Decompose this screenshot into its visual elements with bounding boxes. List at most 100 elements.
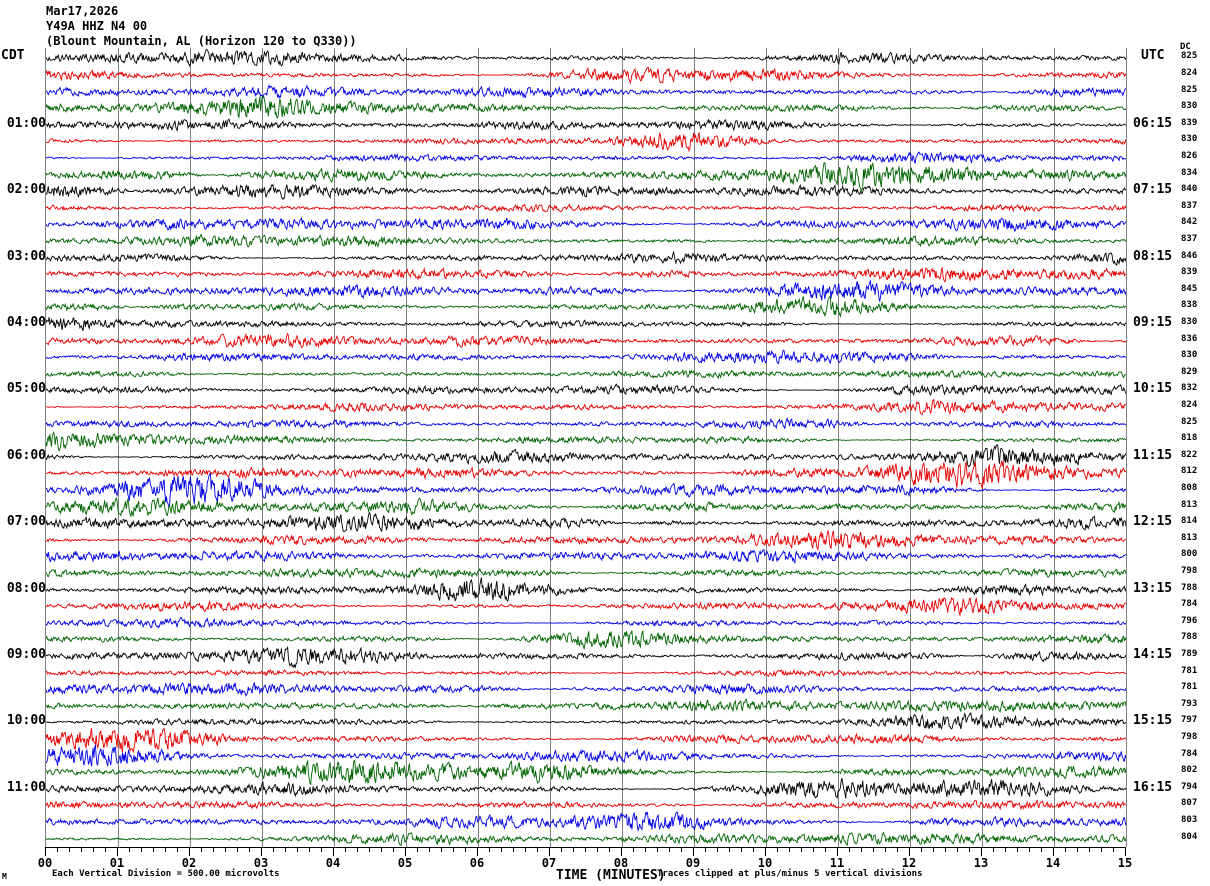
x-tick-minor <box>825 847 826 852</box>
header-channel: Y49A HHZ N4 00 <box>46 19 148 33</box>
x-tick-minor <box>141 847 142 852</box>
header-date: Mar17,2026 <box>46 4 119 18</box>
x-tick-minor <box>1065 847 1066 852</box>
dc-value-row-23: 818 <box>1181 433 1198 444</box>
x-tick-minor <box>297 847 298 852</box>
timezone-label-left: CDT <box>1 48 25 63</box>
x-tick-label-10: 10 <box>757 856 773 870</box>
x-tick-minor <box>381 847 382 852</box>
x-tick-major-05 <box>405 847 406 856</box>
dc-value-row-20: 832 <box>1181 383 1198 394</box>
gridline-minute-09 <box>694 48 695 847</box>
hour-label-utc-0815: 08:15 <box>1133 248 1173 264</box>
seismic-trace-row-28 <box>46 511 1126 533</box>
seismogram-traces-layer <box>46 48 1126 847</box>
dc-value-row-40: 797 <box>1181 715 1198 726</box>
x-tick-minor <box>213 847 214 852</box>
hour-label-local-0800: 08:00 <box>6 580 46 596</box>
seismic-trace-row-25 <box>46 461 1126 490</box>
x-tick-minor <box>849 847 850 852</box>
x-tick-minor <box>1017 847 1018 852</box>
x-axis-title: TIME (MINUTES) <box>556 868 666 883</box>
seismic-trace-row-34 <box>46 616 1126 628</box>
hour-label-utc-1315: 13:15 <box>1133 580 1173 596</box>
x-tick-major-02 <box>189 847 190 856</box>
hour-label-local-1100: 11:00 <box>6 779 46 795</box>
seismic-trace-row-7 <box>46 161 1126 192</box>
seismic-trace-row-19 <box>46 368 1126 380</box>
x-tick-label-14: 14 <box>1045 856 1061 870</box>
seismic-trace-row-14 <box>46 279 1126 302</box>
seismic-trace-row-38 <box>46 681 1126 697</box>
header-station: (Blount Mountain, AL (Horizon 120 to Q33… <box>46 34 357 48</box>
x-tick-minor <box>165 847 166 852</box>
seismic-trace-row-0 <box>46 49 1126 68</box>
x-tick-minor <box>237 847 238 852</box>
seismic-trace-row-33 <box>46 596 1126 617</box>
x-tick-minor <box>357 847 358 852</box>
dc-value-row-7: 834 <box>1181 167 1198 178</box>
seismic-trace-row-13 <box>46 266 1126 283</box>
x-tick-minor <box>705 847 706 852</box>
x-tick-minor <box>1113 847 1114 852</box>
seismogram-plot[interactable] <box>45 48 1127 847</box>
x-tick-minor <box>933 847 934 852</box>
dc-value-row-41: 798 <box>1181 731 1198 742</box>
x-tick-minor <box>513 847 514 852</box>
seismic-trace-row-1 <box>46 66 1126 85</box>
hour-label-utc-0615: 06:15 <box>1133 115 1173 131</box>
dc-value-row-27: 813 <box>1181 499 1198 510</box>
seismic-trace-row-24 <box>46 443 1126 468</box>
x-tick-minor <box>609 847 610 852</box>
x-tick-minor <box>753 847 754 852</box>
x-tick-minor <box>729 847 730 852</box>
dc-value-row-47: 804 <box>1181 831 1198 842</box>
dc-value-row-2: 825 <box>1181 84 1198 95</box>
x-tick-minor <box>105 847 106 852</box>
clipping-note: Traces clipped at plus/minus 5 vertical … <box>657 869 923 879</box>
x-tick-minor <box>993 847 994 852</box>
seismic-trace-row-46 <box>46 811 1126 832</box>
seismic-trace-row-43 <box>46 759 1126 786</box>
dc-value-row-34: 796 <box>1181 615 1198 626</box>
x-tick-minor <box>129 847 130 852</box>
x-tick-minor <box>249 847 250 852</box>
dc-value-row-19: 829 <box>1181 366 1198 377</box>
dc-value-row-30: 800 <box>1181 549 1198 560</box>
x-tick-minor <box>321 847 322 852</box>
dc-column-header: DC <box>1180 42 1191 52</box>
x-tick-minor <box>81 847 82 852</box>
seismic-trace-row-18 <box>46 349 1126 365</box>
x-tick-label-09: 09 <box>685 856 701 870</box>
x-tick-minor <box>429 847 430 852</box>
corner-mark: M <box>2 872 7 881</box>
seismic-trace-row-47 <box>46 830 1126 846</box>
hour-label-utc-0715: 07:15 <box>1133 182 1173 198</box>
dc-value-row-35: 788 <box>1181 632 1198 643</box>
seismic-trace-row-4 <box>46 118 1126 132</box>
x-tick-minor <box>561 847 562 852</box>
seismic-trace-row-26 <box>46 472 1126 507</box>
hour-label-local-0300: 03:00 <box>6 248 46 264</box>
dc-value-row-21: 824 <box>1181 399 1198 410</box>
dc-value-row-12: 846 <box>1181 250 1198 261</box>
gridline-minute-13 <box>982 48 983 847</box>
x-tick-minor <box>873 847 874 852</box>
x-tick-minor <box>861 847 862 852</box>
x-tick-minor <box>969 847 970 852</box>
x-tick-minor <box>153 847 154 852</box>
seismic-trace-row-37 <box>46 668 1126 677</box>
dc-value-row-31: 798 <box>1181 565 1198 576</box>
x-tick-minor <box>921 847 922 852</box>
dc-value-row-16: 830 <box>1181 316 1198 327</box>
hour-label-utc-1015: 10:15 <box>1133 381 1173 397</box>
seismic-trace-row-2 <box>46 83 1126 99</box>
x-tick-minor <box>1041 847 1042 852</box>
seismic-trace-row-44 <box>46 777 1126 799</box>
dc-value-row-44: 794 <box>1181 781 1198 792</box>
dc-value-row-1: 824 <box>1181 67 1198 78</box>
seismic-trace-row-21 <box>46 398 1126 415</box>
dc-value-row-43: 802 <box>1181 765 1198 776</box>
dc-value-row-0: 825 <box>1181 51 1198 62</box>
x-tick-label-13: 13 <box>973 856 989 870</box>
